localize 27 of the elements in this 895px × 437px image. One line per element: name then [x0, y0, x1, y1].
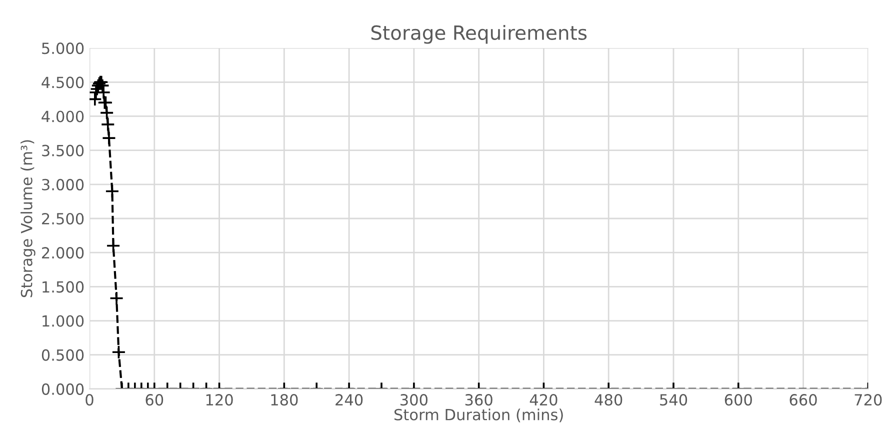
x-tick-label: 0	[86, 394, 94, 406]
x-tick-label: 660	[790, 394, 817, 406]
x-tick-label: 420	[530, 394, 558, 406]
y-tick-label: 4.500	[42, 76, 84, 88]
x-tick-label: 540	[660, 394, 688, 406]
y-tick-label: 2.000	[42, 247, 84, 259]
y-tick-label: 0.500	[42, 349, 84, 361]
x-tick-label: 480	[594, 394, 622, 406]
x-tick-label: 180	[271, 394, 298, 406]
y-tick-label: 4.000	[42, 110, 84, 122]
y-tick-label: 3.500	[42, 144, 84, 156]
x-tick-label: 240	[336, 394, 363, 406]
y-tick-label: 1.000	[42, 315, 84, 327]
x-tick-label: 120	[206, 394, 233, 406]
y-tick-label: 5.000	[42, 42, 84, 54]
y-tick-label: 0.000	[42, 383, 84, 395]
x-tick-label: 60	[146, 394, 164, 406]
y-tick-label: 1.500	[42, 281, 84, 293]
y-tick-label: 3.000	[42, 178, 84, 190]
y-tick-label: 2.500	[42, 212, 84, 225]
x-tick-label: 300	[400, 394, 428, 406]
x-tick-label: 600	[724, 394, 752, 406]
x-tick-label: 720	[854, 394, 882, 406]
chart-title: Storage Requirements	[371, 24, 587, 44]
x-axis-title: Storm Duration (mins)	[394, 408, 563, 422]
y-axis-title: Storage Volume (m³)	[20, 140, 36, 298]
x-tick-label: 360	[465, 394, 492, 406]
